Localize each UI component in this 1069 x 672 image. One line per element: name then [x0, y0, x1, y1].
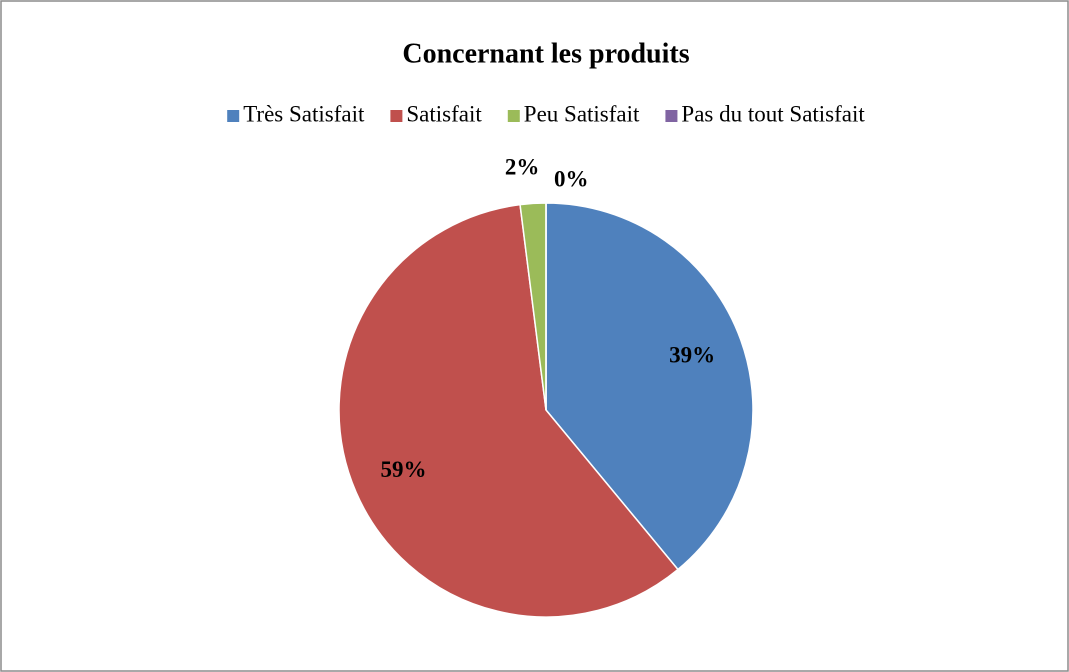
legend-swatch	[507, 110, 520, 122]
legend-swatch	[665, 110, 678, 122]
data-label: 0%	[554, 166, 589, 191]
data-label: 2%	[505, 155, 540, 180]
legend-label: Très Satisfait	[243, 101, 365, 126]
pie-slice	[338, 203, 680, 618]
legend-swatch	[390, 110, 403, 122]
legend-label: Satisfait	[406, 101, 482, 126]
legend-label: Pas du tout Satisfait	[681, 101, 865, 126]
data-label: 39%	[669, 343, 715, 368]
pie-slice	[545, 202, 754, 571]
chart-title: Concernant les produits	[402, 38, 689, 69]
data-label: 59%	[381, 457, 427, 482]
legend-swatch	[227, 110, 240, 122]
legend-label: Peu Satisfait	[524, 101, 640, 126]
